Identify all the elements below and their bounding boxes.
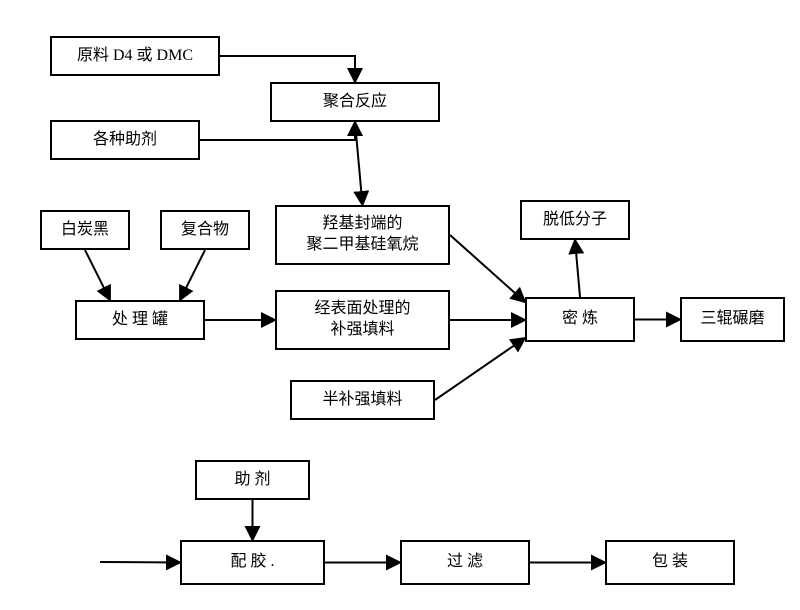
node-mill: 三辊碾磨 xyxy=(680,297,785,342)
node-mix: 配 胶 . xyxy=(180,540,325,585)
node-additives: 各种助剂 xyxy=(50,120,200,160)
node-raw: 原料 D4 或 DMC xyxy=(50,36,220,76)
edge xyxy=(220,56,355,82)
node-semi: 半补强填料 xyxy=(290,380,435,420)
node-knead: 密 炼 xyxy=(525,297,635,342)
edge xyxy=(85,250,110,300)
edge xyxy=(450,235,525,302)
node-pack: 包 装 xyxy=(605,540,735,585)
node-silica: 白炭黑 xyxy=(40,210,130,250)
edge xyxy=(100,562,180,563)
node-polymer: 聚合反应 xyxy=(270,82,440,122)
node-compound: 复合物 xyxy=(160,210,250,250)
node-reinf: 经表面处理的 补强填料 xyxy=(275,290,450,350)
edge xyxy=(575,240,580,297)
node-aux: 助 剂 xyxy=(195,460,310,500)
node-treat: 处 理 罐 xyxy=(75,300,205,340)
node-low: 脱低分子 xyxy=(520,200,630,240)
edge xyxy=(355,122,363,205)
node-filter: 过 滤 xyxy=(400,540,530,585)
edge xyxy=(180,250,205,300)
edge xyxy=(200,122,355,140)
node-hydroxyl: 羟基封端的 聚二甲基硅氧烷 xyxy=(275,205,450,265)
